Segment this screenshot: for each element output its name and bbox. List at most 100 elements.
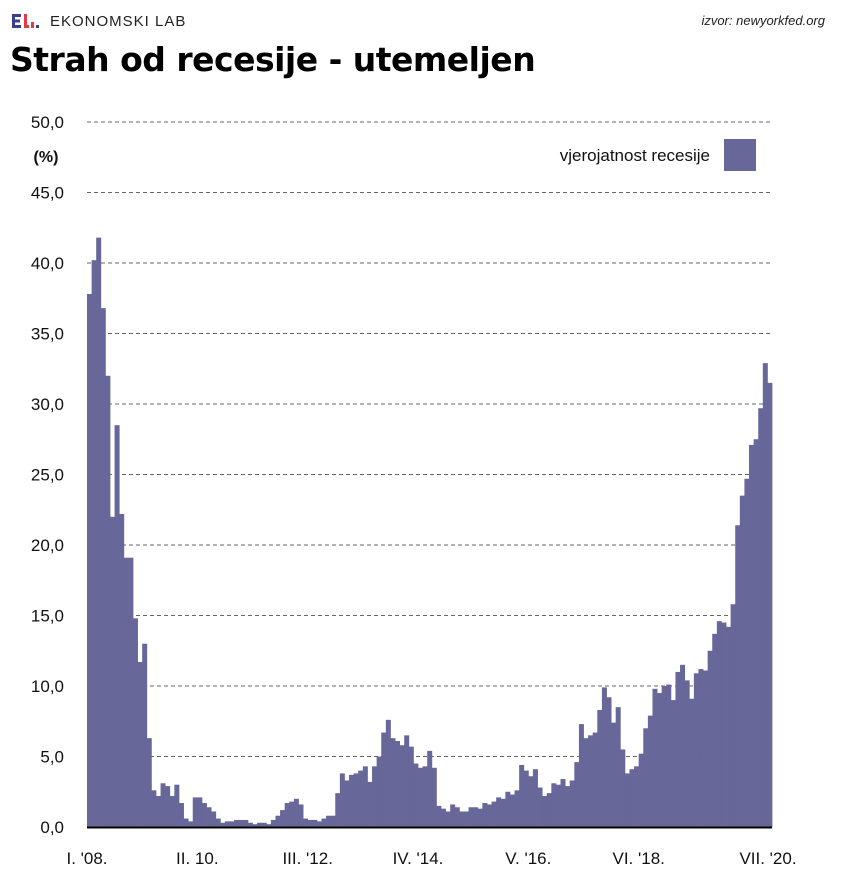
- bar: [123, 557, 129, 827]
- bar: [252, 824, 258, 827]
- bar: [381, 732, 387, 827]
- bar: [155, 795, 161, 827]
- bar: [146, 738, 152, 827]
- x-tick-label: III. '12.: [282, 849, 333, 868]
- bar: [583, 738, 589, 827]
- ekonomski-lab-logo-icon: [12, 13, 42, 29]
- bar: [266, 824, 272, 827]
- bar: [749, 444, 755, 827]
- bar: [684, 680, 690, 827]
- bar: [376, 756, 382, 827]
- bar: [284, 803, 290, 827]
- bar: [234, 819, 240, 827]
- bar: [247, 822, 253, 827]
- brand-header: EKONOMSKI LAB: [12, 10, 186, 32]
- bar: [486, 804, 492, 827]
- bar: [473, 807, 479, 827]
- bar: [137, 662, 143, 827]
- bar: [418, 767, 424, 827]
- bar: [753, 439, 759, 827]
- bar: [459, 811, 465, 827]
- bar: [372, 766, 378, 827]
- bar: [542, 795, 548, 827]
- y-axis-label: (%): [34, 149, 59, 166]
- bar: [206, 807, 212, 827]
- bar: [454, 807, 460, 827]
- bar: [578, 724, 584, 827]
- bar: [105, 375, 111, 827]
- bar: [100, 308, 106, 827]
- bar: [399, 745, 405, 827]
- bar: [431, 767, 437, 827]
- bar: [620, 749, 626, 827]
- bar: [634, 766, 640, 827]
- bar: [335, 793, 341, 827]
- y-tick-label: 20,0: [31, 536, 64, 555]
- bar: [201, 803, 207, 827]
- bar: [436, 805, 442, 827]
- x-tick-label: I. '08.: [66, 849, 107, 868]
- bar: [422, 766, 428, 827]
- bar: [597, 709, 603, 827]
- legend-label: vjerojatnost recesije: [560, 146, 710, 165]
- bar: [132, 618, 138, 827]
- bar: [551, 783, 557, 827]
- bar: [220, 822, 226, 827]
- bar: [560, 779, 566, 827]
- bar: [624, 773, 630, 827]
- y-tick-label: 40,0: [31, 254, 64, 273]
- bar: [326, 815, 332, 827]
- bar: [565, 786, 571, 827]
- bar: [468, 807, 474, 827]
- bar: [440, 808, 446, 827]
- bar: [215, 818, 221, 827]
- bar: [629, 769, 635, 827]
- bar: [197, 797, 203, 827]
- bar: [211, 811, 217, 827]
- bar: [165, 786, 171, 827]
- bar: [142, 643, 148, 827]
- bar: [178, 803, 184, 827]
- bar: [151, 790, 157, 827]
- bar: [275, 815, 281, 827]
- bar: [270, 819, 276, 827]
- bar: [555, 784, 561, 827]
- bar: [735, 525, 741, 827]
- bar: [601, 687, 607, 827]
- bar: [390, 738, 396, 827]
- bar: [532, 769, 538, 827]
- bar: [491, 801, 497, 827]
- bar: [657, 693, 663, 827]
- y-tick-label: 10,0: [31, 677, 64, 696]
- bar: [730, 604, 736, 827]
- bar: [661, 686, 667, 827]
- bar: [321, 818, 327, 827]
- bar: [509, 794, 515, 827]
- bar: [675, 671, 681, 827]
- bar: [385, 719, 391, 827]
- bar: [463, 811, 469, 827]
- bar: [592, 732, 598, 827]
- bar: [698, 669, 704, 827]
- bar: [758, 408, 764, 827]
- bar: [693, 673, 699, 827]
- bar: [666, 684, 672, 827]
- bar: [160, 783, 166, 827]
- y-tick-label: 45,0: [31, 184, 64, 203]
- bar: [689, 698, 695, 827]
- bar: [91, 260, 97, 827]
- bar: [358, 770, 364, 827]
- legend-swatch: [724, 139, 756, 171]
- source-label: izvor: newyorkfed.org: [701, 13, 825, 28]
- bar: [413, 763, 419, 827]
- bar: [408, 746, 414, 827]
- bar: [229, 821, 235, 827]
- bar: [427, 750, 433, 827]
- bar: [707, 650, 713, 827]
- bar: [721, 622, 727, 827]
- bar: [716, 621, 722, 827]
- bar: [353, 773, 359, 827]
- bar: [307, 819, 313, 827]
- bar: [647, 715, 653, 827]
- y-tick-label: 0,0: [40, 818, 64, 837]
